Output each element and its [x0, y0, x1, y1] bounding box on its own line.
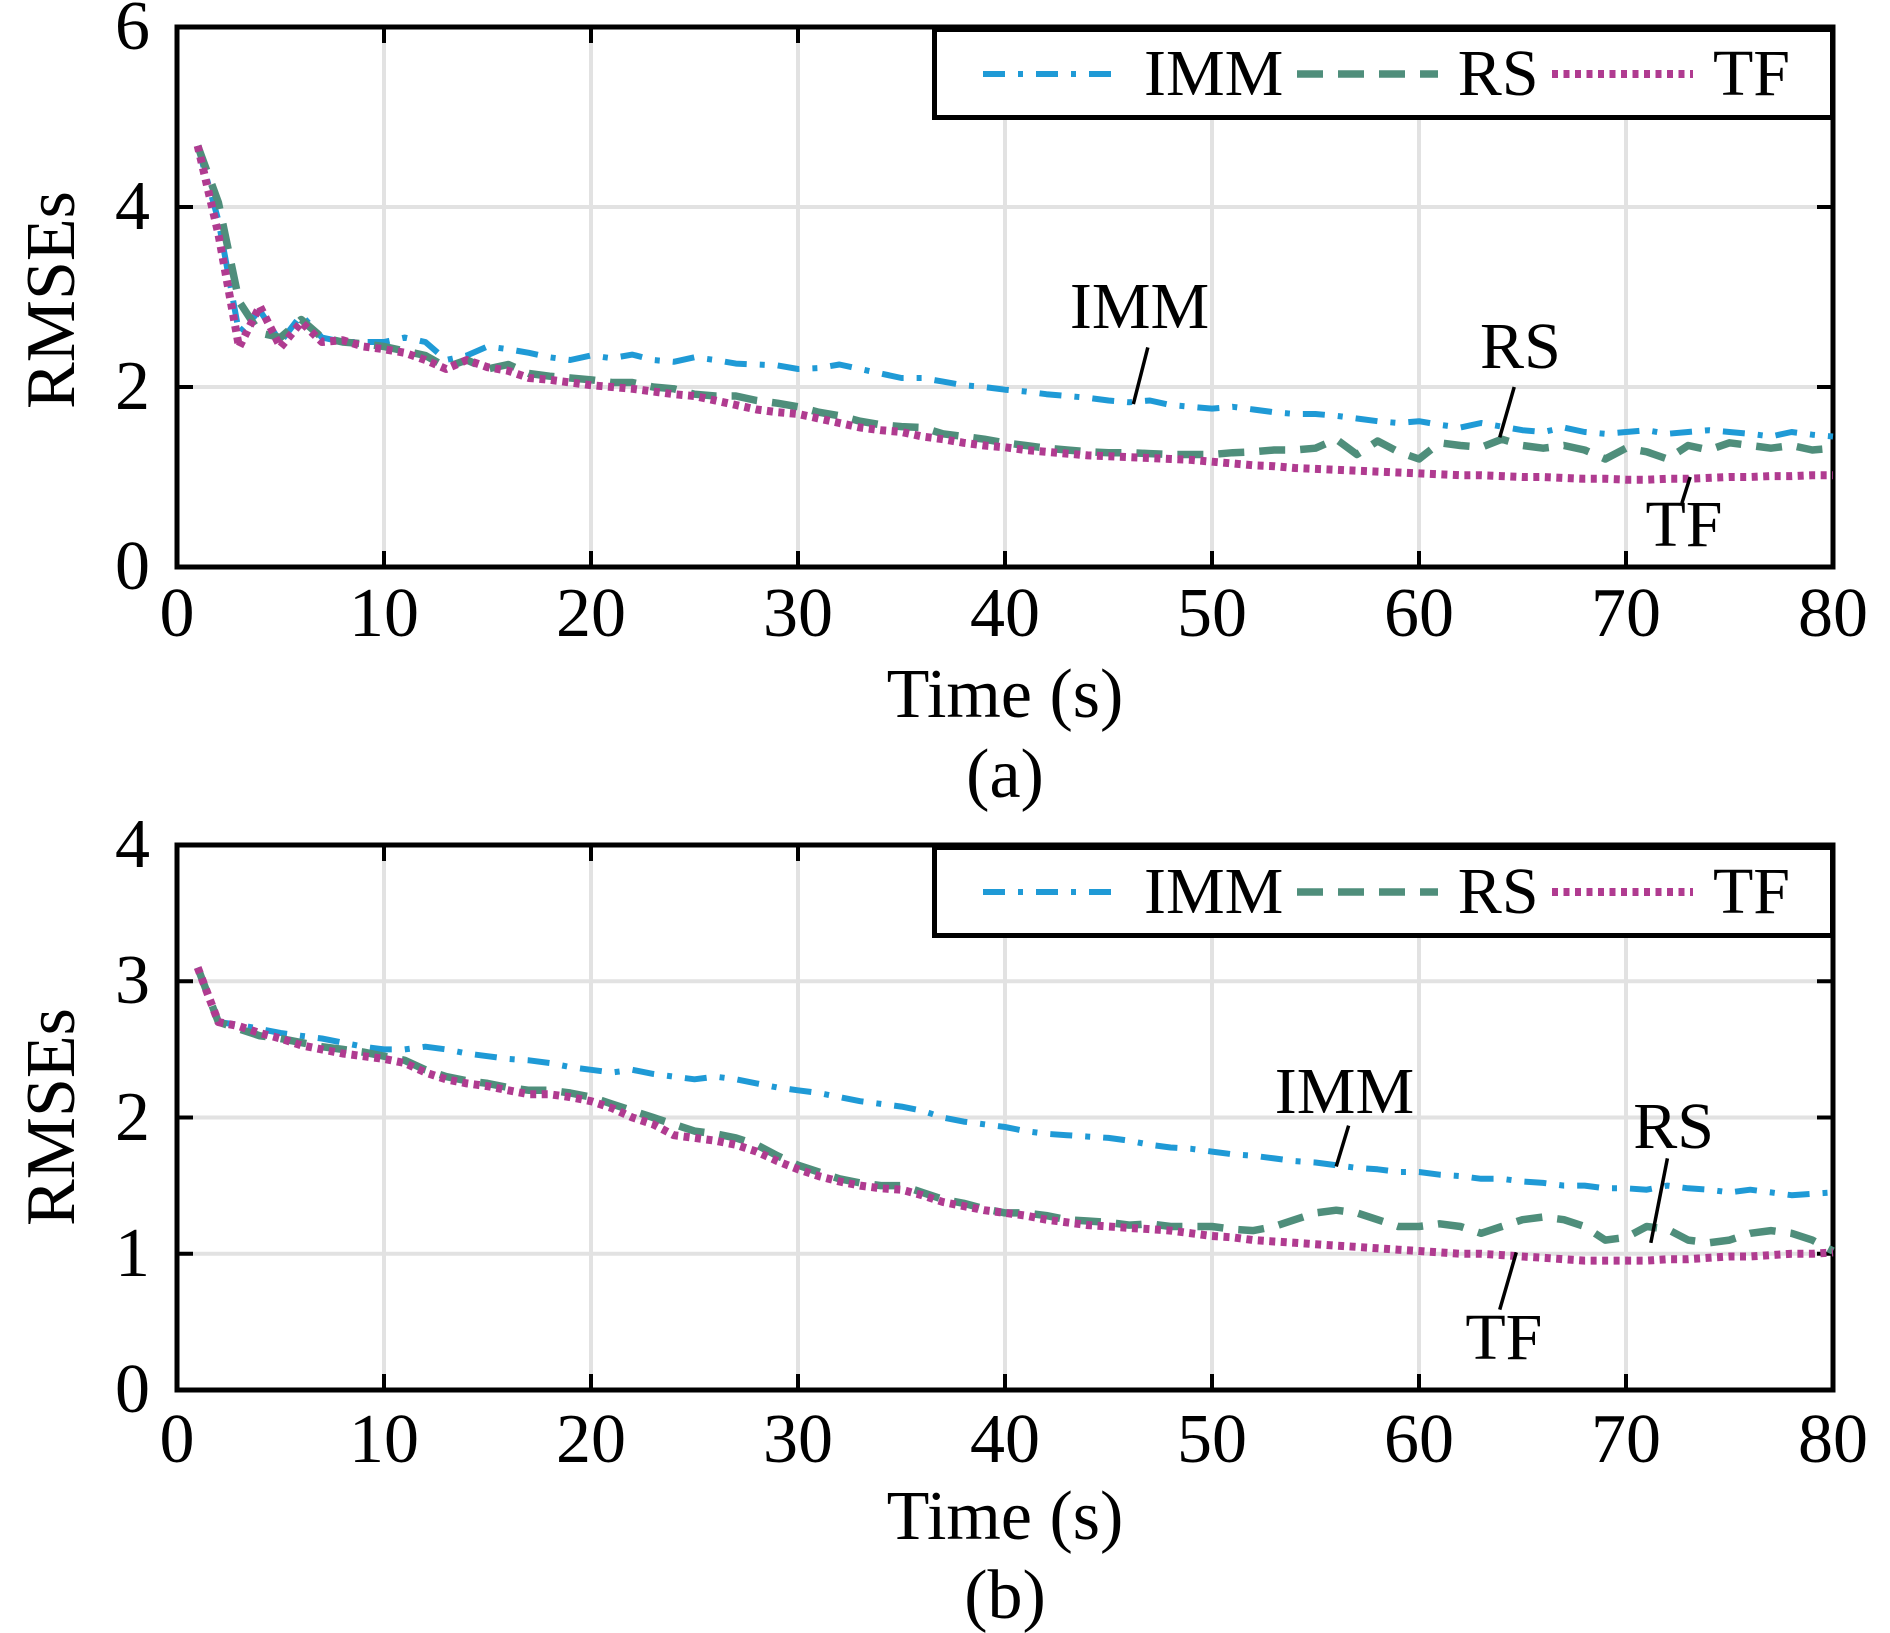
- annotation-leader-imm-b: [1334, 1125, 1351, 1168]
- legend-label-rs: RS: [1457, 854, 1539, 928]
- x-tick-label-a-60: 60: [1384, 575, 1454, 652]
- x-tick-label-a-50: 50: [1177, 575, 1247, 652]
- panel-caption-a: (a): [966, 736, 1044, 813]
- legend-b: IMM RS TF: [932, 845, 1835, 938]
- legend-label-imm: IMM: [1144, 854, 1284, 928]
- x-tick-label-a-30: 30: [763, 575, 833, 652]
- legend-label-tf: TF: [1712, 36, 1790, 110]
- annotation-leader-imm-a: [1131, 346, 1150, 405]
- y-axis-label-a: RMSEs: [13, 191, 90, 409]
- annotation-leader-tf-a: [1680, 476, 1692, 504]
- legend-label-tf: TF: [1712, 854, 1790, 928]
- annotation-label-imm-a: IMM: [1069, 269, 1210, 343]
- x-tick-label-a-0: 0: [159, 575, 195, 652]
- legend-entry-rs: RS: [1295, 36, 1539, 110]
- legend-entry-tf: TF: [1550, 36, 1790, 110]
- annotation-label-rs-a: RS: [1480, 310, 1561, 384]
- legend-entry-imm: IMM: [981, 36, 1284, 110]
- y-tick-label-b-0: 0: [115, 1351, 150, 1428]
- y-tick-label-b-4: 4: [115, 806, 150, 883]
- x-tick-label-b-40: 40: [970, 1401, 1040, 1478]
- legend-a: IMM RS TF: [932, 27, 1835, 120]
- legend-entry-rs: RS: [1295, 854, 1539, 928]
- legend-label-rs: RS: [1457, 36, 1539, 110]
- annotation-label-tf-a: TF: [1645, 487, 1723, 561]
- x-tick-label-a-70: 70: [1591, 575, 1661, 652]
- annotation-leader-rs-a: [1498, 386, 1516, 438]
- annotation-leader-tf-b: [1498, 1251, 1518, 1311]
- y-tick-label-b-2: 2: [115, 1078, 150, 1156]
- annotation-label-imm-b: IMM: [1274, 1054, 1415, 1128]
- y-tick-label-a-6: 6: [115, 0, 150, 65]
- series-imm-a: [194, 144, 1834, 440]
- x-axis-label-a: Time (s): [886, 656, 1124, 733]
- x-tick-label-b-70: 70: [1591, 1401, 1661, 1478]
- legend-entry-imm: IMM: [981, 854, 1284, 928]
- x-tick-label-b-80: 80: [1798, 1401, 1868, 1478]
- y-tick-label-a-4: 4: [115, 168, 150, 245]
- series-tf-a: [193, 144, 1833, 484]
- x-tick-label-b-10: 10: [349, 1401, 419, 1478]
- panel-caption-b: (b): [964, 1557, 1046, 1633]
- x-tick-label-b-0: 0: [159, 1401, 195, 1478]
- imm-line-sample-icon: [983, 70, 1124, 77]
- annotation-leader-rs-b: [1649, 1158, 1670, 1244]
- x-tick-label-a-80: 80: [1798, 575, 1868, 652]
- x-tick-label-b-60: 60: [1384, 1401, 1454, 1478]
- x-tick-label-b-20: 20: [556, 1401, 626, 1478]
- x-tick-label-a-10: 10: [349, 575, 419, 652]
- series-rs-a: [194, 144, 1834, 463]
- tf-line-sample-icon: [1551, 69, 1693, 78]
- series-rs-b: [194, 966, 1835, 1255]
- annotation-label-rs-b: RS: [1633, 1090, 1714, 1164]
- x-tick-label-b-30: 30: [763, 1401, 833, 1478]
- y-tick-label-a-2: 2: [115, 348, 150, 425]
- y-tick-label-b-1: 1: [115, 1214, 150, 1292]
- y-tick-label-b-3: 3: [115, 942, 150, 1020]
- legend-label-imm: IMM: [1144, 36, 1284, 110]
- series-imm-b: [194, 966, 1834, 1199]
- x-tick-label-a-20: 20: [556, 575, 626, 652]
- rs-line-sample-icon: [1296, 69, 1438, 78]
- y-axis-label-b: RMSEs: [13, 1008, 90, 1226]
- legend-entry-tf: TF: [1550, 854, 1790, 928]
- series-tf-b: [193, 966, 1834, 1265]
- x-tick-label-a-40: 40: [970, 575, 1040, 652]
- rs-line-sample-icon: [1296, 887, 1438, 896]
- annotation-label-tf-b: TF: [1465, 1301, 1543, 1375]
- y-tick-label-a-0: 0: [115, 528, 150, 605]
- x-axis-label-b: Time (s): [886, 1478, 1124, 1555]
- tf-line-sample-icon: [1551, 887, 1693, 896]
- x-tick-label-b-50: 50: [1177, 1401, 1247, 1478]
- imm-line-sample-icon: [983, 888, 1124, 895]
